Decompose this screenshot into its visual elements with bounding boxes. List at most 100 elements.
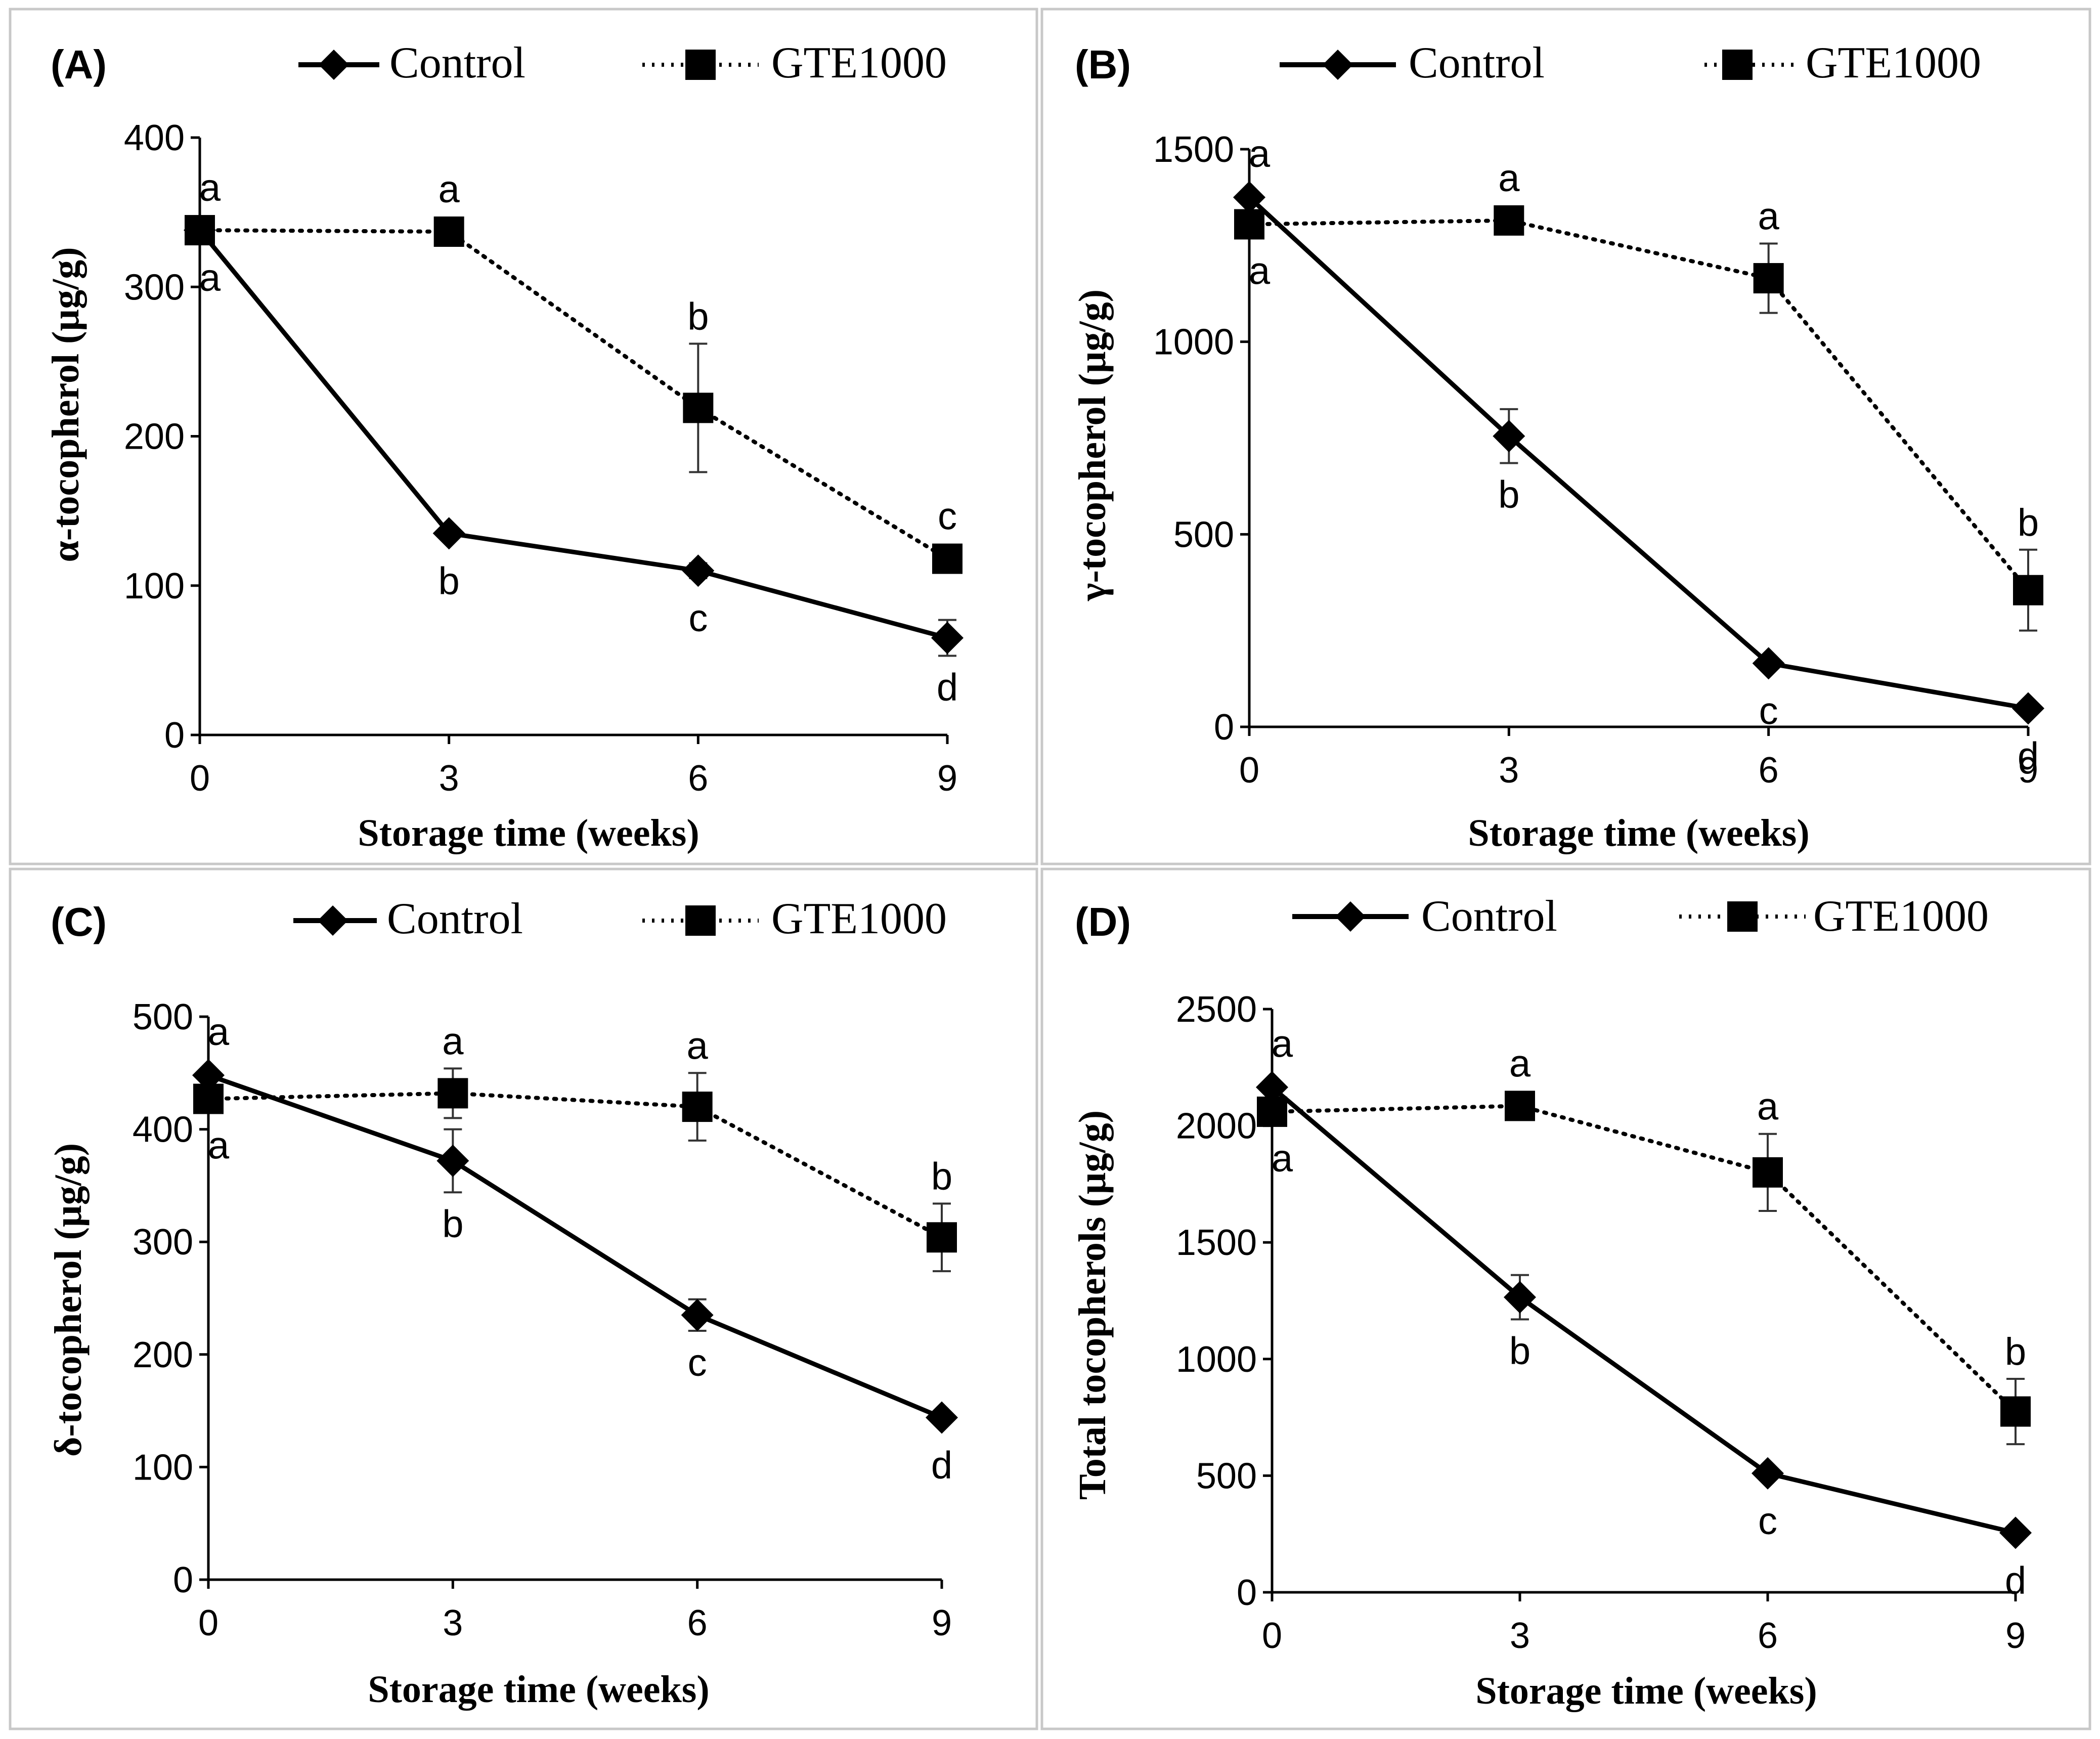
legend-control-label: Control [389, 38, 526, 88]
panel-b-gte1000-point [1494, 205, 1524, 236]
panel-d-y-tick-label: 0 [1237, 1573, 1257, 1613]
panel-d-gte1000-line [1270, 1104, 2018, 1414]
panel-d-legend: Control GTE1000 [1292, 892, 1989, 941]
panel-a-gte1000-significance-letter: c [938, 495, 957, 538]
panel-b-legend: Control GTE1000 [1280, 38, 1981, 88]
panel-b-gte1000-significance-letter: a [1498, 157, 1520, 200]
panel-a-x-tick-label: 3 [439, 758, 459, 799]
panel-c-gte1000-line [206, 1091, 944, 1240]
panel-a-gte1000-line [198, 228, 949, 561]
panel-c-x-tick-label: 0 [198, 1603, 218, 1643]
panel-b-y-tick-label: 1000 [1153, 322, 1234, 363]
panel-b-control-significance-letter: d [2018, 734, 2039, 777]
panel-d-gte1000-point [1257, 1096, 1287, 1127]
panel-c-y-axis-title: δ-tocopherol (µg/g) [47, 1143, 90, 1457]
panel-c-control-significance-letter: b [442, 1202, 463, 1245]
legend-control-label: Control [1421, 892, 1557, 941]
panel-c-control-point [681, 1298, 714, 1331]
panel-b-y-tick-label: 1500 [1153, 129, 1234, 170]
panel-a-legend: Control GTE1000 [298, 38, 947, 88]
panel-a-control-point [931, 622, 964, 655]
legend-control-diamond-icon [1335, 901, 1366, 932]
panel-d-x-tick-label: 3 [1510, 1616, 1530, 1656]
legend-control-diamond-icon [1323, 50, 1353, 80]
panel-b-y-axis-title: γ-tocopherol (µg/g) [1071, 289, 1114, 601]
panel-d-control-point [1999, 1516, 2032, 1549]
panel-d-gte1000-significance-letter: a [1272, 1137, 1293, 1180]
panel-c-gte1000-point [682, 1092, 713, 1122]
panel-d-control-significance-letter: a [1272, 1023, 1293, 1066]
panel-c-control-significance-letter: a [208, 1011, 230, 1054]
panel-c-control-significance-letter: d [931, 1444, 952, 1487]
panel-b-gte1000-point [1753, 263, 1784, 294]
panel-b-x-tick-label: 3 [1499, 750, 1519, 791]
panel-a-control-significance-letter: d [937, 666, 958, 709]
panel-b-control-significance-letter: c [1759, 689, 1778, 732]
panel-c-x-tick-label: 3 [443, 1603, 463, 1643]
panel-c-x-tick-label: 9 [932, 1603, 952, 1643]
panel-c-frame [9, 867, 1038, 1730]
panel-d-y-tick-label: 2000 [1176, 1106, 1257, 1147]
panel-d-gte1000-significance-letter: a [1757, 1085, 1779, 1128]
panel-d-x-tick-label: 9 [2005, 1616, 2026, 1656]
panel-d-gte1000-point [1753, 1157, 1783, 1188]
legend-control-diamond-icon [319, 50, 349, 80]
panel-d-gte1000-significance-letter: b [2005, 1330, 2026, 1373]
panel-c-y-tick-label: 300 [133, 1222, 193, 1263]
panel-d-y-tick-label: 2500 [1176, 989, 1257, 1030]
panel-a-x-tick-label: 6 [688, 758, 708, 799]
panel-d-gte1000-point [1505, 1091, 1535, 1121]
panel-b-control-significance-letter: a [1249, 133, 1271, 176]
legend-gte-square-icon [1727, 901, 1758, 932]
panel-d-gte1000-point [2000, 1396, 2031, 1427]
panel-a-gte1000-significance-letter: a [199, 166, 221, 209]
panel-a-y-axis-title: α-tocopherol (µg/g) [45, 247, 87, 562]
panel-c-y-tick-label: 400 [133, 1110, 193, 1150]
panel-b-control-point [1233, 181, 1265, 214]
panel-c-control-point [192, 1059, 225, 1092]
panel-c: (C) Control GTE1000 δ-tocopherol (µg/g) … [9, 867, 1038, 1730]
panel-d-control-point [1256, 1071, 1288, 1104]
panel-d-control-significance-letter: b [1509, 1329, 1530, 1372]
panel-d-y-tick-label: 1000 [1176, 1339, 1257, 1380]
panel-c-control-line [206, 1073, 944, 1420]
legend-gte-label: GTE1000 [1806, 38, 1981, 88]
panel-a-x-axis-title: Storage time (weeks) [358, 812, 699, 854]
legend-gte-label: GTE1000 [771, 38, 947, 88]
legend-gte-square-icon [1722, 50, 1753, 80]
panel-a-gte1000-significance-letter: a [439, 168, 460, 211]
panel-d-y-tick-label: 500 [1196, 1456, 1257, 1496]
panel-b-gte1000-point [1234, 209, 1264, 240]
panel-a-y-tick-label: 100 [124, 566, 185, 606]
panel-a-gte1000-point [433, 216, 464, 247]
legend-gte-label: GTE1000 [771, 894, 947, 943]
panel-c-control-significance-letter: c [688, 1341, 707, 1384]
panel-a-y-tick-label: 300 [124, 267, 185, 308]
panel-a-control-line [197, 228, 950, 640]
panel-d-label: (D) [1075, 899, 1131, 944]
panel-b-control-significance-letter: b [1498, 473, 1519, 516]
legend-control-label: Control [1409, 38, 1545, 88]
legend-gte-square-icon [685, 50, 716, 80]
panel-c-legend: Control GTE1000 [293, 894, 947, 943]
panel-a-x-tick-label: 0 [190, 758, 210, 799]
panel-b: (B) Control GTE1000 γ-tocopherol (µg/g) … [1040, 8, 2091, 865]
panel-b-y-tick-label: 0 [1214, 707, 1234, 748]
panel-b-x-tick-label: 6 [1759, 750, 1779, 791]
panel-d: (D) Control GTE1000 Total tocopherols (µ… [1040, 867, 2091, 1730]
panel-a: (A) Control GTE1000 α-tocopherol (µg/g) … [9, 8, 1038, 865]
panel-d-gte1000-significance-letter: a [1509, 1042, 1531, 1085]
panel-d-x-axis-title: Storage time (weeks) [1475, 1670, 1817, 1712]
panel-b-x-tick-label: 9 [2018, 750, 2038, 791]
panel-a-gte1000-point [683, 393, 714, 423]
panel-a-control-point [432, 517, 465, 550]
panel-d-control-point [1504, 1281, 1536, 1314]
panel-c-control-point [926, 1401, 958, 1434]
panel-b-x-axis-title: Storage time (weeks) [1468, 812, 1809, 854]
panel-a-frame [9, 8, 1038, 865]
panel-c-gte1000-significance-letter: b [931, 1155, 952, 1198]
panel-b-control-point [2012, 692, 2044, 725]
panel-d-control-line [1270, 1085, 2018, 1535]
panel-d-x-tick-label: 6 [1758, 1616, 1778, 1656]
panel-c-gte1000-significance-letter: a [442, 1020, 464, 1063]
